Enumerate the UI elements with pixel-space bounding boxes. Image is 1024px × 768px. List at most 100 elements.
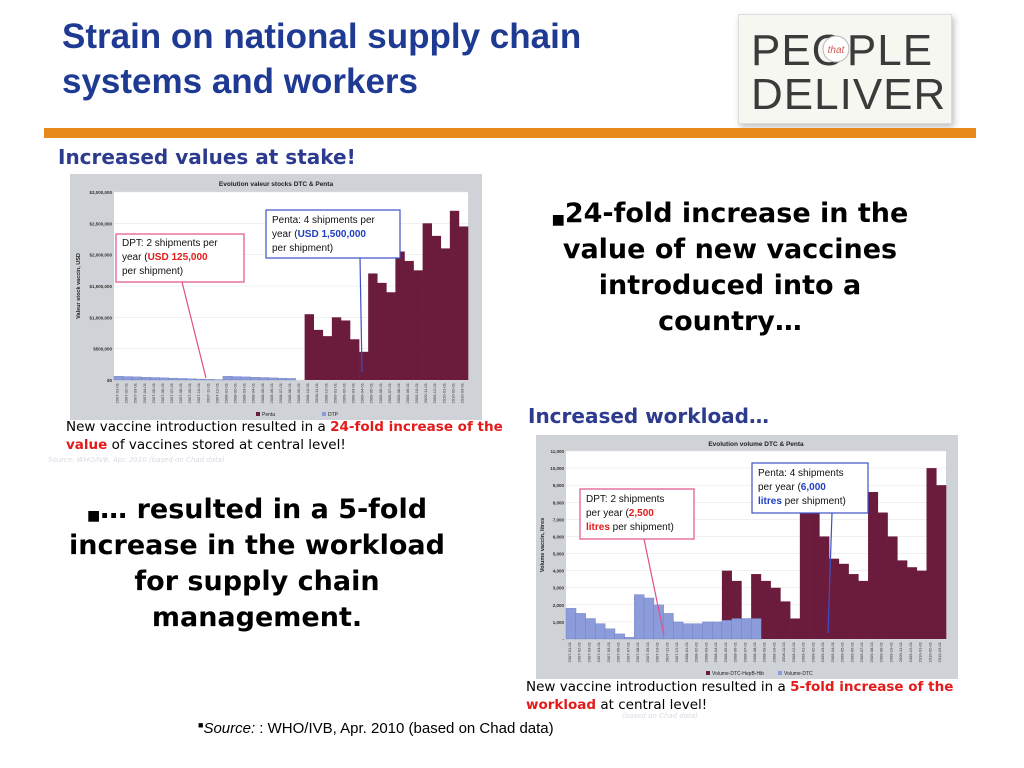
c1-xtick-label: 2008-03-01: [242, 382, 247, 403]
c1-xtick-label: 2007-01-01: [115, 382, 120, 403]
c1-area-penta: [304, 314, 314, 380]
c1-area-penta: [359, 351, 369, 380]
c2-xtick-label: 2008-05-01: [723, 641, 728, 662]
c2-area-penta: [868, 492, 879, 639]
chart1-ylabel: Valeur stock vaccin, USD: [76, 253, 82, 319]
workload-chart: Evolution volume DTC & Penta Volume vacc…: [536, 435, 958, 679]
logo-that-circle: [822, 35, 850, 63]
logo-bottom-word: DELIVER: [751, 70, 946, 119]
c2-xtick-label: 2008-11-01: [781, 641, 786, 662]
chart2-heading: Increased workload…: [528, 404, 769, 428]
chart1-annotation-dpt-pointer: [181, 281, 207, 379]
chart2-annotation-penta-value: 6,000: [801, 482, 826, 493]
c2-xtick-label: 2007-02-01: [577, 641, 582, 662]
c1-area-dtp: [286, 378, 296, 381]
source-text: : WHO/IVB, Apr. 2010 (based on Chad data…: [255, 720, 554, 737]
chart2-legend-dtp: Volume-DTC: [784, 671, 813, 677]
logo-graphic: PEOPLE that DELIVER: [751, 26, 946, 119]
c1-area-penta: [313, 329, 324, 380]
c1-area-dtp: [231, 376, 242, 381]
value-chart: Evolution valeur stocks DTC & Penta Vale…: [70, 174, 482, 420]
c2-area-dtp: [750, 618, 762, 640]
c2-xtick-label: 2008-08-01: [752, 641, 757, 662]
chart1-caption: New vaccine introduction resulted in a 2…: [66, 418, 506, 454]
c1-xtick-label: 2009-11-01: [423, 382, 428, 403]
c1-area-dtp: [250, 377, 260, 381]
c2-xtick-label: 2009-12-01: [908, 641, 913, 662]
c1-ytick-label: $0: [107, 378, 113, 383]
c2-area-penta: [887, 536, 898, 639]
svg-text:year (USD 1,500,000: year (USD 1,500,000: [272, 229, 366, 240]
chart1-annotation-penta-box: [265, 209, 401, 259]
c2-area-penta: [751, 574, 762, 639]
c1-xtick-label: 2008-09-01: [296, 382, 301, 403]
c2-xtick-label: 2008-06-01: [733, 641, 738, 662]
source-bullet-icon: ■: [198, 720, 204, 730]
bullet-value-text: 24-fold increase in the value of new vac…: [562, 198, 909, 337]
c2-xtick-label: 2007-05-01: [606, 641, 611, 662]
c2-xtick-label: 2007-12-01: [674, 641, 679, 662]
chart1-annotation-penta-line2a: year (: [272, 229, 298, 240]
c2-area-dtp: [673, 621, 684, 640]
c1-area-dtp: [132, 376, 142, 381]
c2-area-dtp: [682, 623, 694, 640]
chart2-annotation-dpt-line3: per shipment): [610, 522, 674, 533]
c1-xtick-label: 2009-12-01: [432, 382, 437, 403]
source-label: Source:: [203, 720, 256, 737]
c2-xtick-label: 2010-02-01: [927, 641, 932, 662]
c1-xtick-label: 2007-02-01: [124, 382, 129, 403]
c2-xtick-label: 2009-05-01: [840, 641, 845, 662]
c1-area-penta: [431, 235, 442, 380]
c2-ytick-label: -: [563, 637, 565, 642]
c1-area-dtp: [268, 377, 278, 381]
c2-ytick-label: 2,000: [553, 603, 565, 608]
chart2-legend-penta-swatch: [706, 671, 710, 675]
chart2-annotation-dpt-box: [579, 488, 695, 540]
c1-area-penta: [368, 273, 378, 380]
chart1-title: Evolution valeur stocks DTC & Penta: [219, 181, 334, 188]
c2-ytick-label: 3,000: [553, 586, 565, 591]
chart1-annotation-dpt-line1: DPT: 2 shipments per: [122, 238, 218, 249]
c2-ytick-label: 9,000: [553, 483, 565, 488]
c2-xtick-label: 2009-02-01: [810, 641, 815, 662]
chart2-annotation-penta-pointer: [827, 512, 833, 634]
c2-area-dtp: [624, 637, 635, 640]
c1-area-dtp: [259, 377, 269, 381]
c1-xtick-label: 2007-08-01: [178, 382, 183, 403]
chart2-annotation-penta-unit: litres: [758, 496, 782, 507]
chart2-annotation-dpt-line2a: per year (: [586, 508, 629, 519]
chart1-annotation-dpt-line3: per shipment): [122, 266, 183, 277]
c1-xtick-label: 2007-11-01: [205, 382, 210, 403]
svg-text:per year (2,500: per year (2,500: [586, 508, 654, 519]
chart1-annotation-penta-value: USD 1,500,000: [298, 229, 367, 240]
c1-ytick-label: $500,000: [93, 347, 112, 352]
chart2-caption-post: at central level!: [596, 697, 708, 713]
c1-xtick-label: 2008-10-01: [305, 382, 310, 403]
chart2-annotation-penta-box: [751, 462, 869, 514]
c2-xtick-label: 2008-07-01: [742, 641, 747, 662]
bullet-square-icon: ■: [551, 212, 565, 228]
c1-ytick-label: $2,000,000: [89, 253, 112, 258]
c2-area-penta: [829, 558, 840, 639]
c2-area-dtp: [595, 623, 606, 640]
c2-xtick-label: 2009-04-01: [830, 641, 835, 662]
svg-text:per year (6,000: per year (6,000: [758, 482, 826, 493]
c2-area-penta: [858, 580, 869, 639]
c2-area-penta: [877, 512, 888, 639]
c1-xtick-label: 2009-06-01: [378, 382, 383, 403]
c2-area-penta: [936, 485, 947, 639]
slide-title: Strain on national supply chain systems …: [62, 14, 722, 104]
c1-xtick-label: 2009-07-01: [387, 382, 392, 403]
c2-xtick-label: 2007-09-01: [645, 641, 650, 662]
c2-area-dtp: [741, 618, 752, 640]
c2-xtick-label: 2007-10-01: [655, 641, 660, 662]
c1-area-penta: [422, 223, 432, 380]
c1-area-dtp: [113, 376, 124, 381]
c1-xtick-label: 2009-09-01: [405, 382, 410, 403]
c2-xtick-label: 2008-09-01: [762, 641, 767, 662]
c1-area-dtp: [195, 378, 206, 381]
c2-xtick-label: 2007-06-01: [616, 641, 621, 662]
c2-area-penta: [809, 510, 820, 639]
c2-area-penta: [926, 468, 937, 639]
c1-area-penta: [331, 317, 342, 380]
